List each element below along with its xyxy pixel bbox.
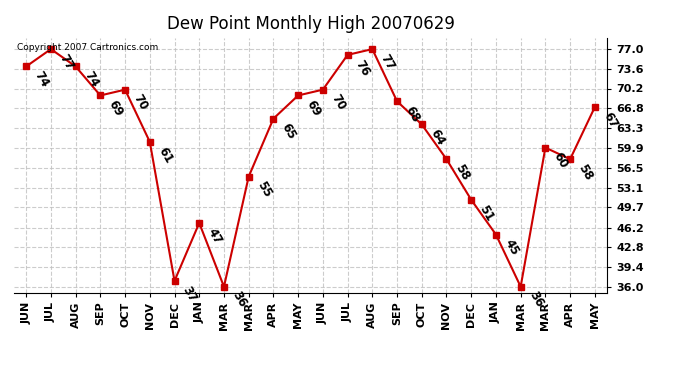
Text: 37: 37: [180, 284, 199, 304]
Text: Copyright 2007 Cartronics.com: Copyright 2007 Cartronics.com: [17, 43, 158, 52]
Text: 58: 58: [452, 162, 471, 183]
Text: 76: 76: [353, 58, 373, 78]
Text: 67: 67: [600, 110, 620, 130]
Text: 47: 47: [205, 226, 224, 246]
Text: 74: 74: [32, 69, 51, 90]
Text: 70: 70: [130, 92, 150, 113]
Text: 69: 69: [304, 98, 323, 119]
Text: 36: 36: [230, 290, 249, 310]
Text: 77: 77: [57, 52, 76, 72]
Text: 68: 68: [402, 104, 422, 125]
Title: Dew Point Monthly High 20070629: Dew Point Monthly High 20070629: [166, 15, 455, 33]
Text: 61: 61: [155, 145, 175, 165]
Text: 69: 69: [106, 98, 126, 119]
Text: 70: 70: [328, 92, 348, 113]
Text: 55: 55: [254, 179, 274, 200]
Text: 77: 77: [378, 52, 397, 72]
Text: 36: 36: [526, 290, 546, 310]
Text: 64: 64: [427, 127, 447, 148]
Text: 51: 51: [477, 202, 496, 223]
Text: 65: 65: [279, 122, 299, 142]
Text: 74: 74: [81, 69, 101, 90]
Text: 60: 60: [551, 150, 571, 171]
Text: 58: 58: [575, 162, 595, 183]
Text: 45: 45: [502, 237, 521, 258]
